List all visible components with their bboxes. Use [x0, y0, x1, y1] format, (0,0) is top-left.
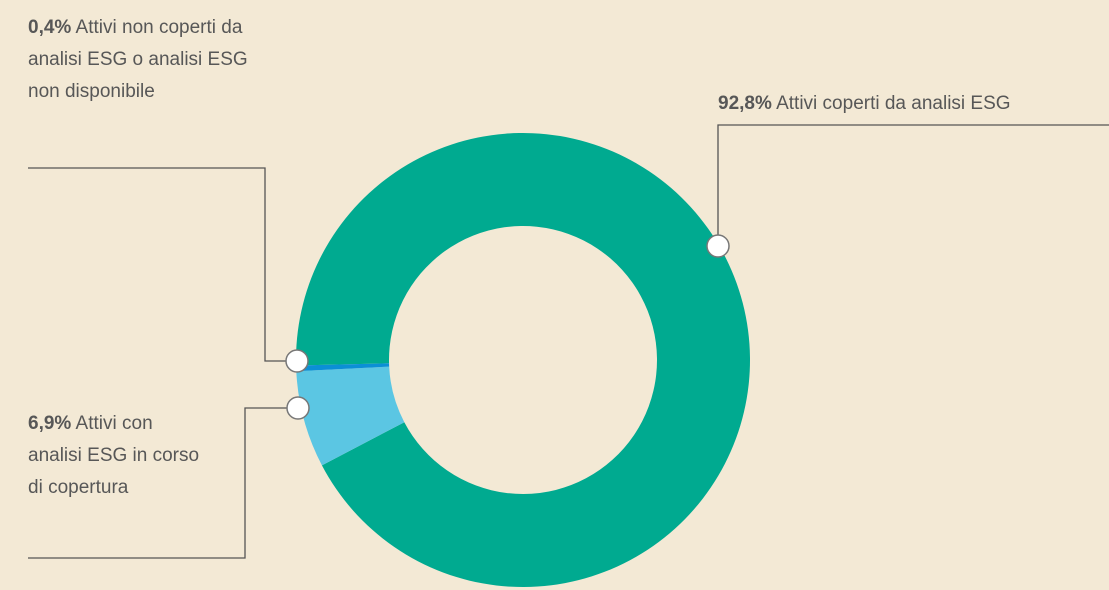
value-label: 6,9%: [28, 413, 72, 434]
marker: [706, 234, 730, 258]
donut-slice: [296, 363, 390, 372]
markers: [285, 234, 730, 420]
arcs: [295, 132, 750, 587]
leader-line: [28, 167, 290, 362]
category-label: Attivi coperti da analisi ESG: [776, 93, 1011, 114]
leader-line: [28, 407, 290, 559]
category-label: Attivi non coperti da analisi ESG o anal…: [28, 17, 248, 102]
callout-label: 6,9% Attivi con analisi ESG in corso di …: [28, 408, 208, 504]
marker: [286, 396, 310, 420]
marker: [285, 349, 309, 373]
donut-slice: [296, 366, 405, 466]
value-label: 0,4%: [28, 17, 72, 38]
callout-label: 0,4% Attivi non coperti da analisi ESG o…: [28, 12, 268, 108]
category-label: Attivi con analisi ESG in corso di coper…: [28, 413, 200, 498]
leader-lines: [28, 124, 1109, 559]
leader-line: [717, 124, 1109, 235]
donut-slice: [295, 132, 750, 587]
callout-label: 92,8% Attivi coperti da analisi ESG: [718, 88, 1109, 120]
value-label: 92,8%: [718, 93, 772, 114]
